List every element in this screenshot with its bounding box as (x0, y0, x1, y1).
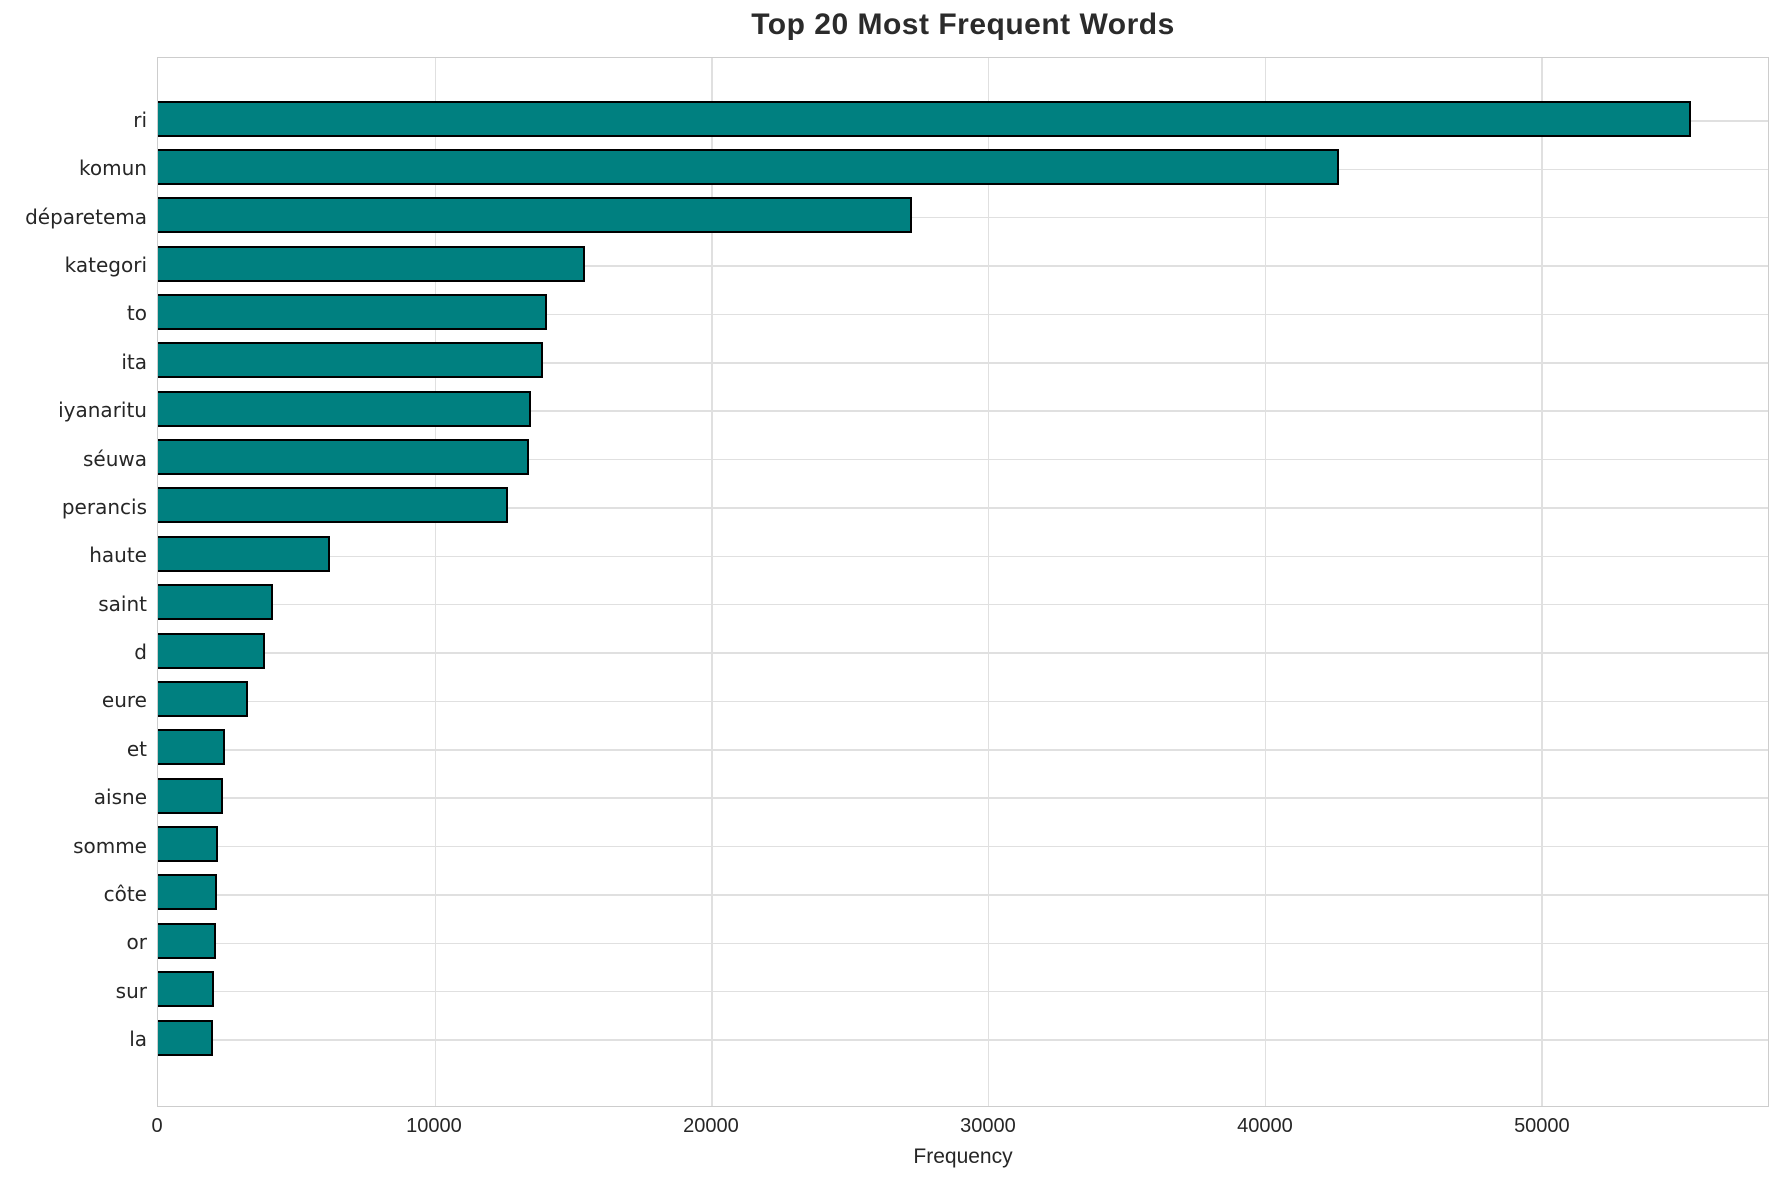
y-gridline (158, 1039, 1768, 1041)
x-gridline (1541, 58, 1543, 1106)
y-gridline (158, 603, 1768, 606)
y-gridline (158, 652, 1768, 654)
y-gridline (158, 555, 1768, 558)
y-tick-label-somme: somme (73, 833, 147, 858)
y-gridline (158, 797, 1768, 799)
bar-somme (158, 826, 219, 863)
y-tick-label-et: et (126, 736, 147, 761)
chart-title: Top 20 Most Frequent Words (751, 8, 1175, 41)
x-tick-label: 50000 (1514, 1115, 1570, 1137)
bar-kategori (158, 245, 586, 282)
y-gridline (158, 749, 1768, 751)
x-gridline (1264, 58, 1267, 1106)
bar-déparetema (158, 197, 912, 234)
x-tick-label: 30000 (960, 1115, 1016, 1137)
bar-et (158, 729, 225, 766)
bar-iyanaritu (158, 390, 532, 427)
x-gridline (434, 58, 437, 1106)
y-tick-label-perancis: perancis (61, 494, 147, 519)
x-axis-title: Frequency (913, 1145, 1013, 1168)
bar-la (158, 1019, 214, 1056)
bar-ri (158, 100, 1691, 137)
y-gridline (158, 410, 1768, 412)
bar-aisne (158, 777, 223, 814)
bar-séuwa (158, 439, 529, 476)
y-gridline (158, 845, 1768, 848)
y-tick-label-or: or (126, 930, 147, 955)
y-gridline (158, 362, 1768, 364)
x-tick-label: 10000 (406, 1115, 462, 1137)
y-tick-label-d: d (134, 640, 147, 665)
y-tick-label-saint: saint (98, 591, 147, 616)
y-tick-label-ita: ita (121, 349, 147, 374)
bar-komun (158, 148, 1340, 185)
bar-to (158, 293, 547, 330)
x-tick-label: 40000 (1237, 1115, 1293, 1137)
y-tick-label-déparetema: déparetema (25, 204, 147, 229)
y-gridline (158, 942, 1768, 945)
y-tick-label-la: la (129, 1027, 147, 1052)
y-tick-label-côte: côte (103, 881, 147, 906)
y-gridline (158, 265, 1768, 267)
bar-côte (158, 874, 218, 911)
bar-perancis (158, 487, 508, 524)
bar-d (158, 632, 265, 669)
bar-or (158, 922, 217, 959)
x-gridline (711, 58, 713, 1106)
y-gridline (158, 216, 1768, 219)
y-gridline (158, 894, 1768, 896)
y-gridline (158, 507, 1768, 509)
y-gridline (158, 313, 1768, 316)
y-gridline (158, 990, 1768, 993)
y-tick-label-aisne: aisne (93, 785, 147, 810)
y-tick-label-haute: haute (89, 543, 147, 568)
y-gridline (158, 458, 1768, 461)
x-gridline (987, 58, 990, 1106)
plot-area (157, 57, 1769, 1107)
bar-ita (158, 342, 543, 379)
y-axis-labels: ri komun déparetema kategori to ita iyanaritu s… (0, 57, 147, 1107)
x-axis-ticks: 0 10000 20000 30000 40000 50000 (151, 1115, 1769, 1145)
y-tick-label-to: to (126, 301, 147, 326)
y-tick-label-sur: sur (115, 978, 147, 1003)
y-tick-label-eure: eure (101, 688, 147, 713)
y-tick-label-komun: komun (79, 156, 147, 181)
y-tick-label-iyanaritu: iyanaritu (58, 398, 147, 423)
y-tick-label-séuwa: séuwa (82, 446, 147, 471)
x-tick-label: 20000 (683, 1115, 739, 1137)
y-tick-label-kategori: kategori (64, 253, 147, 278)
y-gridline (158, 700, 1768, 703)
y-tick-label-ri: ri (133, 108, 147, 132)
x-tick-label: 0 (151, 1115, 163, 1137)
bar-saint (158, 584, 273, 621)
bar-haute (158, 535, 330, 572)
bar-eure (158, 680, 248, 717)
bar-sur (158, 971, 215, 1008)
